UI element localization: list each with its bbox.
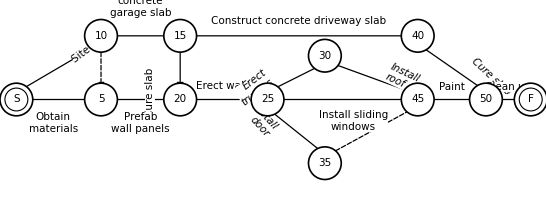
Ellipse shape [308, 147, 341, 179]
Text: Prefab
wall panels: Prefab wall panels [111, 112, 170, 134]
Text: Cure slab: Cure slab [145, 68, 155, 117]
Text: Erect walls: Erect walls [195, 81, 252, 91]
Text: 30: 30 [318, 51, 331, 61]
Ellipse shape [470, 83, 502, 116]
Text: Install
door: Install door [242, 102, 280, 139]
Text: Construct
concrete
garage slab: Construct concrete garage slab [110, 0, 171, 18]
Text: Install sliding
windows: Install sliding windows [319, 110, 388, 132]
Text: 25: 25 [261, 95, 274, 104]
Text: Clean up: Clean up [485, 82, 531, 92]
Ellipse shape [85, 20, 117, 52]
Text: 40: 40 [411, 31, 424, 41]
Ellipse shape [0, 83, 33, 116]
Text: 5: 5 [98, 95, 104, 104]
Ellipse shape [85, 83, 117, 116]
Text: 35: 35 [318, 158, 331, 168]
Text: 20: 20 [174, 95, 187, 104]
Text: Paint: Paint [439, 82, 465, 92]
Text: Construct concrete driveway slab: Construct concrete driveway slab [211, 16, 387, 26]
Text: 15: 15 [174, 31, 187, 41]
Ellipse shape [401, 83, 434, 116]
Ellipse shape [401, 20, 434, 52]
Text: 10: 10 [94, 31, 108, 41]
Text: F: F [528, 95, 533, 104]
Text: Site work: Site work [70, 27, 116, 64]
Ellipse shape [251, 83, 284, 116]
Text: Obtain
materials: Obtain materials [28, 112, 78, 134]
Ellipse shape [519, 88, 542, 111]
Text: S: S [13, 95, 20, 104]
Text: 45: 45 [411, 95, 424, 104]
Ellipse shape [164, 20, 197, 52]
Ellipse shape [5, 88, 28, 111]
Text: 50: 50 [479, 95, 492, 104]
Ellipse shape [308, 39, 341, 72]
Text: Erect
trusses: Erect trusses [233, 67, 275, 107]
Text: Cure slab: Cure slab [470, 56, 512, 97]
Ellipse shape [164, 83, 197, 116]
Text: Install
roof: Install roof [384, 62, 422, 95]
Ellipse shape [514, 83, 546, 116]
